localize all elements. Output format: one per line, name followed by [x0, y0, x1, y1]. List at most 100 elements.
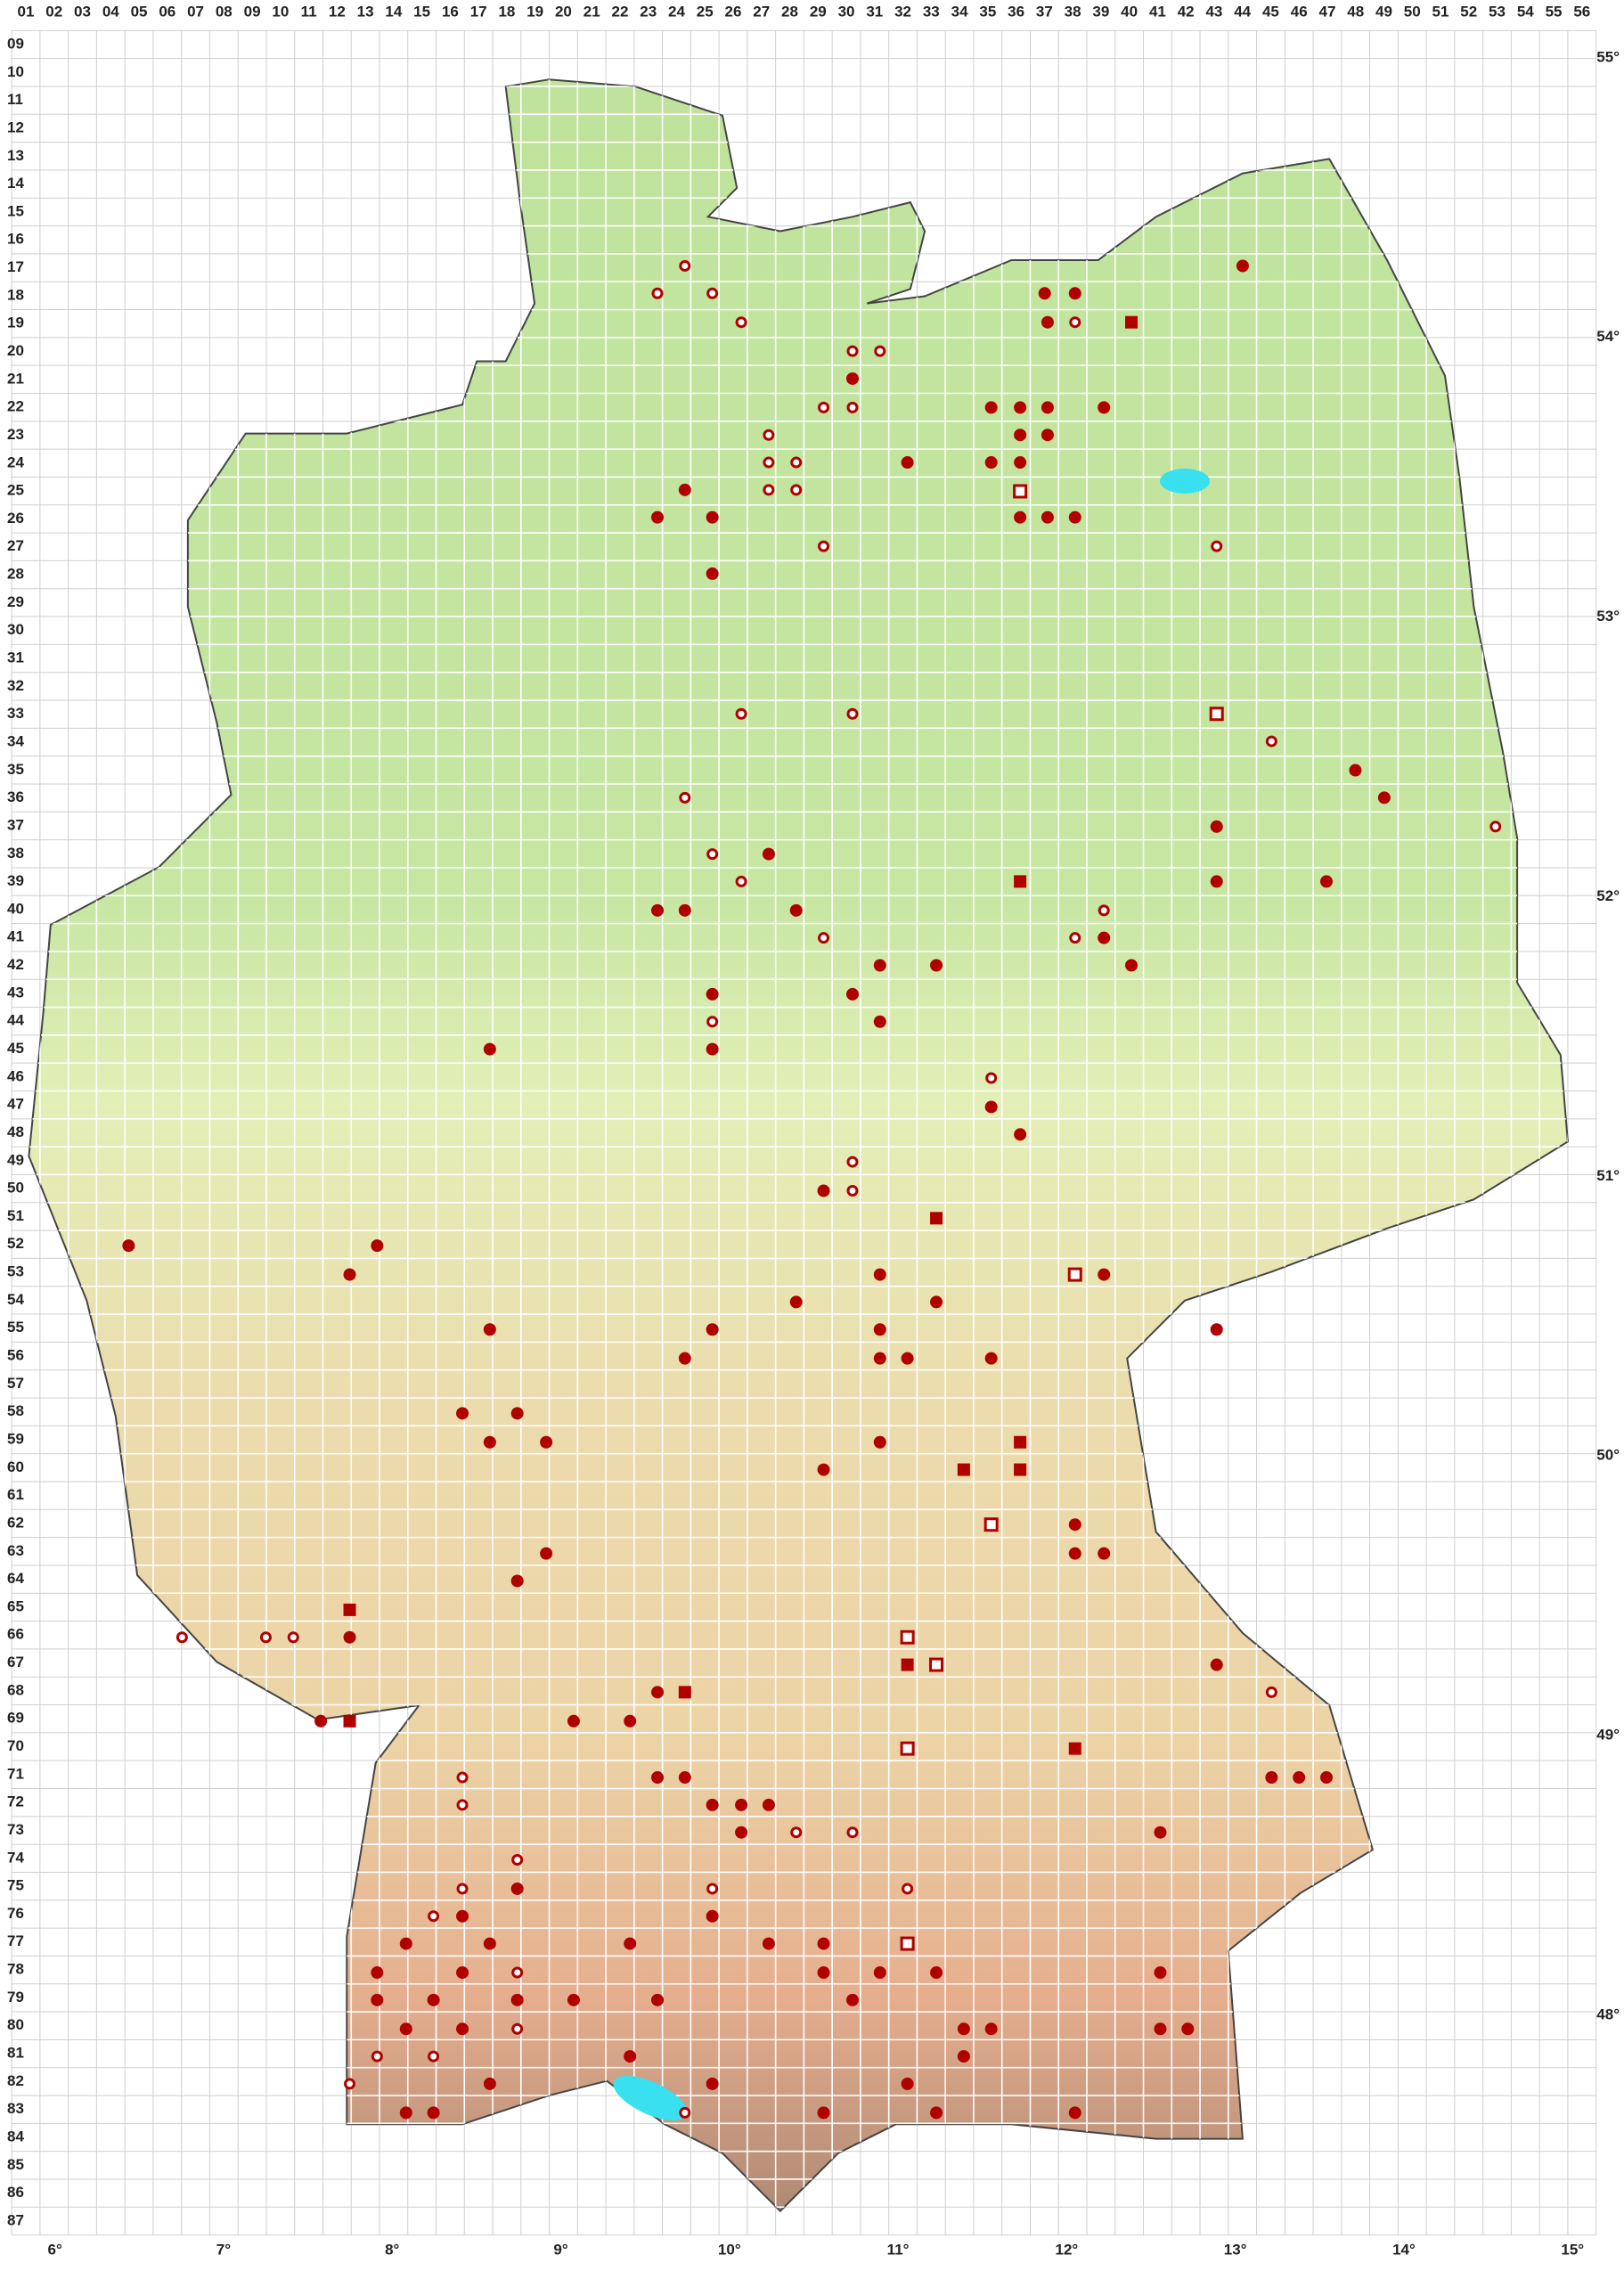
row-label: 45 — [7, 1040, 24, 1057]
record-dot — [1068, 2106, 1081, 2120]
record-dot — [1068, 1547, 1081, 1560]
record-dot — [1041, 401, 1054, 414]
record-dot — [845, 1993, 859, 2006]
record-dot — [873, 959, 886, 972]
row-label: 80 — [7, 2016, 24, 2033]
grid-labels: 01 02 03 04 05 06 07 08 09 10 11 12 13 14 15 16 17 18 19 20… — [7, 3, 1620, 2258]
record-dot — [371, 1239, 384, 1253]
record-dot — [175, 1631, 188, 1644]
record-dot — [818, 401, 830, 413]
record-dot — [930, 959, 943, 972]
record-square — [1014, 1435, 1027, 1449]
row-label: 12 — [7, 118, 24, 135]
record-square — [343, 1714, 356, 1728]
row-label: 79 — [7, 1989, 24, 2006]
record-dot — [1265, 1771, 1278, 1785]
longitude-label: 13° — [1224, 2241, 1247, 2258]
column-label: 04 — [102, 3, 119, 20]
record-dot — [259, 1631, 272, 1644]
record-dot — [456, 1966, 469, 1980]
row-label: 64 — [7, 1570, 24, 1587]
row-label: 58 — [7, 1402, 24, 1419]
record-dot — [985, 1072, 998, 1084]
record-dot — [817, 1966, 830, 1980]
column-label: 17 — [470, 3, 487, 20]
column-label: 08 — [216, 3, 233, 20]
latitude-label: 49° — [1596, 1727, 1620, 1744]
record-square — [1125, 315, 1138, 329]
record-dot — [1211, 540, 1223, 552]
longitude-label: 12° — [1056, 2241, 1079, 2258]
record-dot — [706, 987, 719, 1001]
record-dot — [399, 2022, 412, 2036]
column-label: 22 — [611, 3, 628, 20]
record-dot — [427, 2106, 440, 2120]
record-dot — [1349, 764, 1362, 777]
record-dot — [371, 1993, 384, 2006]
column-label: 14 — [385, 3, 402, 20]
record-dot — [1210, 820, 1223, 833]
record-dot — [762, 1798, 775, 1811]
row-label: 31 — [7, 649, 24, 666]
lake-mueritz — [1160, 469, 1210, 494]
record-dot — [456, 2022, 469, 2036]
record-dot — [1069, 316, 1081, 329]
row-label: 53 — [7, 1263, 24, 1280]
record-dot — [1014, 401, 1027, 414]
record-dot — [873, 1015, 886, 1028]
record-dot — [1014, 456, 1027, 470]
record-dot — [735, 1798, 748, 1811]
row-label: 18 — [7, 286, 24, 303]
row-label: 59 — [7, 1430, 24, 1447]
record-dot — [1098, 931, 1111, 944]
record-square — [900, 1741, 915, 1756]
row-label: 69 — [7, 1710, 24, 1727]
record-dot — [428, 1910, 440, 1923]
record-dot — [1069, 932, 1081, 944]
record-dot — [1265, 735, 1277, 747]
column-label: 44 — [1234, 3, 1251, 20]
column-label: 05 — [131, 3, 148, 20]
record-dot — [790, 484, 803, 496]
column-label: 56 — [1573, 3, 1590, 20]
record-dot — [874, 345, 886, 357]
row-label: 54 — [7, 1291, 24, 1308]
record-dot — [456, 1909, 469, 1923]
longitude-label: 10° — [718, 2241, 741, 2258]
record-dot — [1319, 875, 1333, 888]
column-label: 16 — [442, 3, 459, 20]
row-label: 76 — [7, 1905, 24, 1922]
record-dot — [845, 372, 859, 385]
record-dot — [817, 1184, 830, 1197]
record-dot — [901, 456, 914, 470]
column-label: 09 — [244, 3, 261, 20]
record-dot — [510, 1882, 524, 1895]
record-dot — [343, 1630, 356, 1644]
column-label: 50 — [1404, 3, 1421, 20]
column-label: 06 — [159, 3, 175, 20]
record-square — [1013, 484, 1028, 499]
record-dot — [651, 1993, 665, 2006]
record-square — [930, 1212, 943, 1225]
column-label: 45 — [1262, 3, 1279, 20]
column-label: 19 — [526, 3, 543, 20]
row-label: 52 — [7, 1235, 24, 1252]
row-label: 72 — [7, 1793, 24, 1810]
column-label: 01 — [18, 3, 35, 20]
record-dot — [763, 456, 775, 469]
column-label: 52 — [1460, 3, 1477, 20]
column-label: 47 — [1318, 3, 1335, 20]
record-dot — [314, 1714, 328, 1728]
record-dot — [901, 2077, 914, 2090]
column-label: 21 — [583, 3, 600, 20]
record-dot — [957, 2050, 970, 2063]
record-dot — [957, 2022, 970, 2036]
record-square — [678, 1686, 691, 1699]
record-dot — [817, 1937, 830, 1950]
row-label: 21 — [7, 370, 24, 387]
longitude-label: 6° — [48, 2241, 62, 2258]
record-dot — [511, 2022, 524, 2035]
record-dot — [1125, 959, 1138, 972]
record-dot — [1014, 429, 1027, 442]
